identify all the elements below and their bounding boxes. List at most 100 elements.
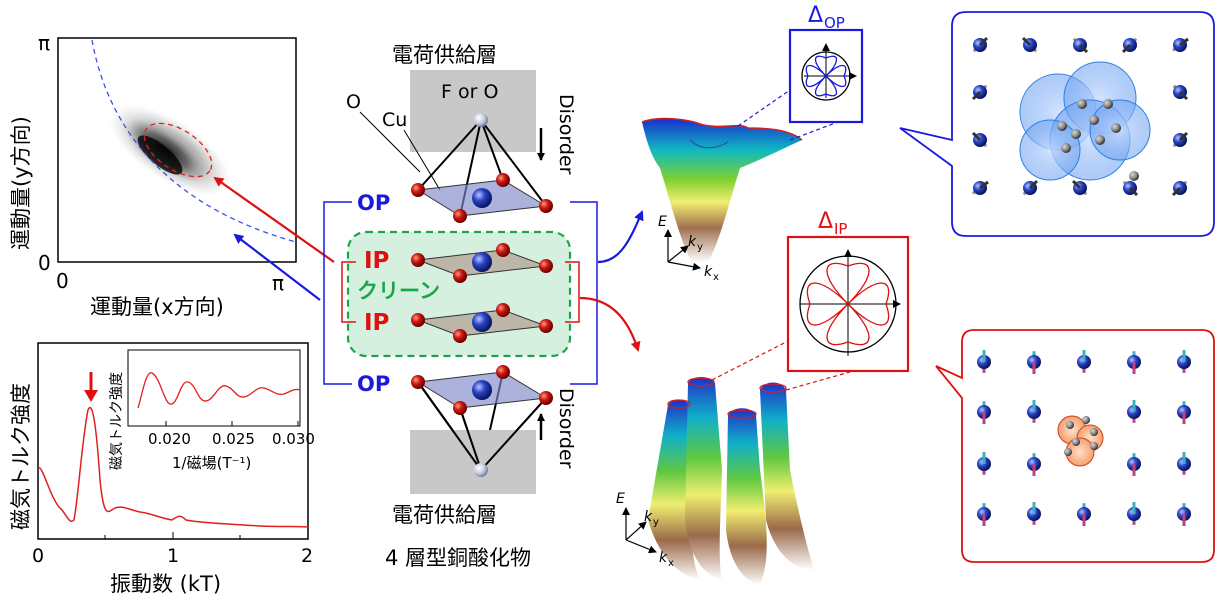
arpes-intensity [109, 104, 231, 196]
op-gap-leader-2 [789, 121, 839, 141]
op-axis-kx: k [704, 264, 713, 280]
torque-inset-oscillation [137, 372, 301, 409]
op-bracket-left [323, 201, 352, 385]
arpes-tick-pi-right: π [272, 271, 284, 295]
op-axis-ky: k [688, 234, 697, 250]
torque-inset-y-label: 磁気トルク強度 [109, 372, 125, 470]
torque-inset-tick-0: 0.020 [148, 430, 191, 448]
spin-arrow [979, 180, 989, 190]
ip-axis-e: E [616, 491, 625, 507]
ip-top-label: IP [364, 248, 389, 274]
op-bottom-o-atom [411, 375, 425, 389]
op-real-space-bubble [899, 11, 1215, 237]
torque-x-tick-2: 2 [301, 545, 313, 567]
ip-band-axes [622, 507, 657, 554]
arpes-fermi-surface [91, 39, 297, 243]
structure-title: 4 層型銅酸化物 [385, 546, 531, 570]
op-spin-lattice [971, 36, 1189, 197]
ip-bottom-o-atom [496, 303, 510, 317]
op-gap-leader-1 [737, 89, 791, 127]
op-top-o-atom [496, 173, 510, 187]
ip-axis-kx-sub: x [668, 558, 674, 569]
spin-arrow [971, 131, 982, 142]
spin-arrow [971, 90, 982, 101]
cu-atom-label: Cu [382, 109, 407, 131]
torque-x-tick-1: 1 [167, 545, 179, 567]
disorder-top-label: Disorder [555, 94, 577, 175]
torque-y-label: 磁気トルク強度 [9, 383, 33, 530]
spin-arrow [1178, 131, 1189, 142]
apical-atom-top [474, 113, 488, 127]
op-top-o-atom [411, 183, 425, 197]
op-bottom-cu-atom [472, 380, 492, 400]
op-gap-dwave [805, 55, 847, 97]
torque-inset-x-label: 1/磁場(T⁻¹) [172, 454, 251, 472]
ip-cooper-cloud [1057, 415, 1104, 467]
op-bottom-o-atom [453, 401, 467, 415]
ip-gap-dwave [806, 262, 890, 346]
ip-bottom-o-atom [539, 319, 553, 333]
clean-label: クリーン [357, 279, 440, 303]
ip-top-o-atom [411, 253, 425, 267]
op-top-cu-atom [472, 188, 492, 208]
op-band-surface [641, 117, 803, 263]
ip-top-cu-atom [472, 252, 492, 272]
spin-arrow [1071, 179, 1082, 190]
torque-x-label: 振動数 (kT) [110, 572, 221, 596]
arpes-panel: π 0 0 π 運動量(x方向) 運動量(y方向) [9, 31, 297, 319]
ip-bracket-left [341, 261, 356, 323]
torque-spectrum-line [37, 406, 309, 528]
torque-inset-frame [127, 349, 301, 427]
spin-arrow [1128, 186, 1139, 197]
arpes-inner-pocket [143, 122, 213, 178]
spin-arrow [1078, 43, 1089, 54]
ip-to-band-arrow [579, 296, 641, 352]
bottom-pyramid-over [417, 381, 547, 471]
ip-spin-lattice [977, 350, 1191, 526]
ip-real-space-bubble [935, 329, 1215, 563]
op-bottom-label: OP [357, 372, 390, 396]
op-axis-ky-sub: y [697, 242, 703, 253]
ip-to-arpes-arrow [213, 176, 335, 263]
spin-arrow [1179, 37, 1189, 47]
spin-arrow [1028, 179, 1039, 190]
ip-axis-ky: k [644, 509, 653, 525]
ip-top-o-atom [496, 243, 510, 257]
ip-gap-panel: Δ IP [786, 209, 910, 373]
ip-axis-kx: k [659, 550, 668, 566]
ip-gap-subscript: IP [834, 220, 847, 238]
spin-arrow [978, 36, 989, 47]
op-gap-label: Δ [808, 3, 823, 28]
charge-layer-top [410, 70, 536, 152]
torque-x-ticks [37, 532, 309, 539]
spin-arrow [1178, 90, 1189, 101]
op-bottom-o-atom [496, 365, 510, 379]
ip-axis-ky-sub: y [653, 517, 659, 528]
arpes-x-label: 運動量(x方向) [90, 295, 224, 319]
ip-gap-label: Δ [818, 209, 833, 234]
op-to-arpes-arrow [233, 233, 321, 301]
torque-inset-ticks [165, 421, 299, 426]
op-to-band-arrow [597, 210, 644, 264]
ip-top-o-atom [539, 259, 553, 273]
arpes-tick-pi-top: π [38, 31, 50, 55]
apical-atom-bottom [474, 463, 488, 477]
spin-arrow [1171, 186, 1182, 197]
op-top-o-atom [453, 209, 467, 223]
op-axis-kx-sub: x [713, 272, 719, 283]
op-gap-subscript: OP [824, 14, 845, 32]
torque-panel: 0 1 2 振動数 (kT) 磁気トルク強度 0.020 0.025 0.030… [9, 342, 315, 596]
f-or-o-label: F or O [441, 81, 498, 103]
charge-layer-bottom [410, 430, 536, 494]
op-bracket-right [570, 201, 598, 385]
ip-bottom-o-atom [411, 313, 425, 327]
op-top-label: OP [357, 191, 390, 215]
op-cooper-cloud [1019, 61, 1151, 181]
torque-x-tick-0: 0 [32, 545, 44, 567]
ip-bottom-cu-atom [472, 312, 492, 332]
ip-gap-leader-2 [785, 371, 851, 391]
torque-peak-arrow-head [84, 390, 98, 402]
spin-arrow [1021, 36, 1032, 47]
ip-gap-leader-1 [711, 339, 791, 381]
op-gap-panel: Δ OP [788, 3, 864, 124]
